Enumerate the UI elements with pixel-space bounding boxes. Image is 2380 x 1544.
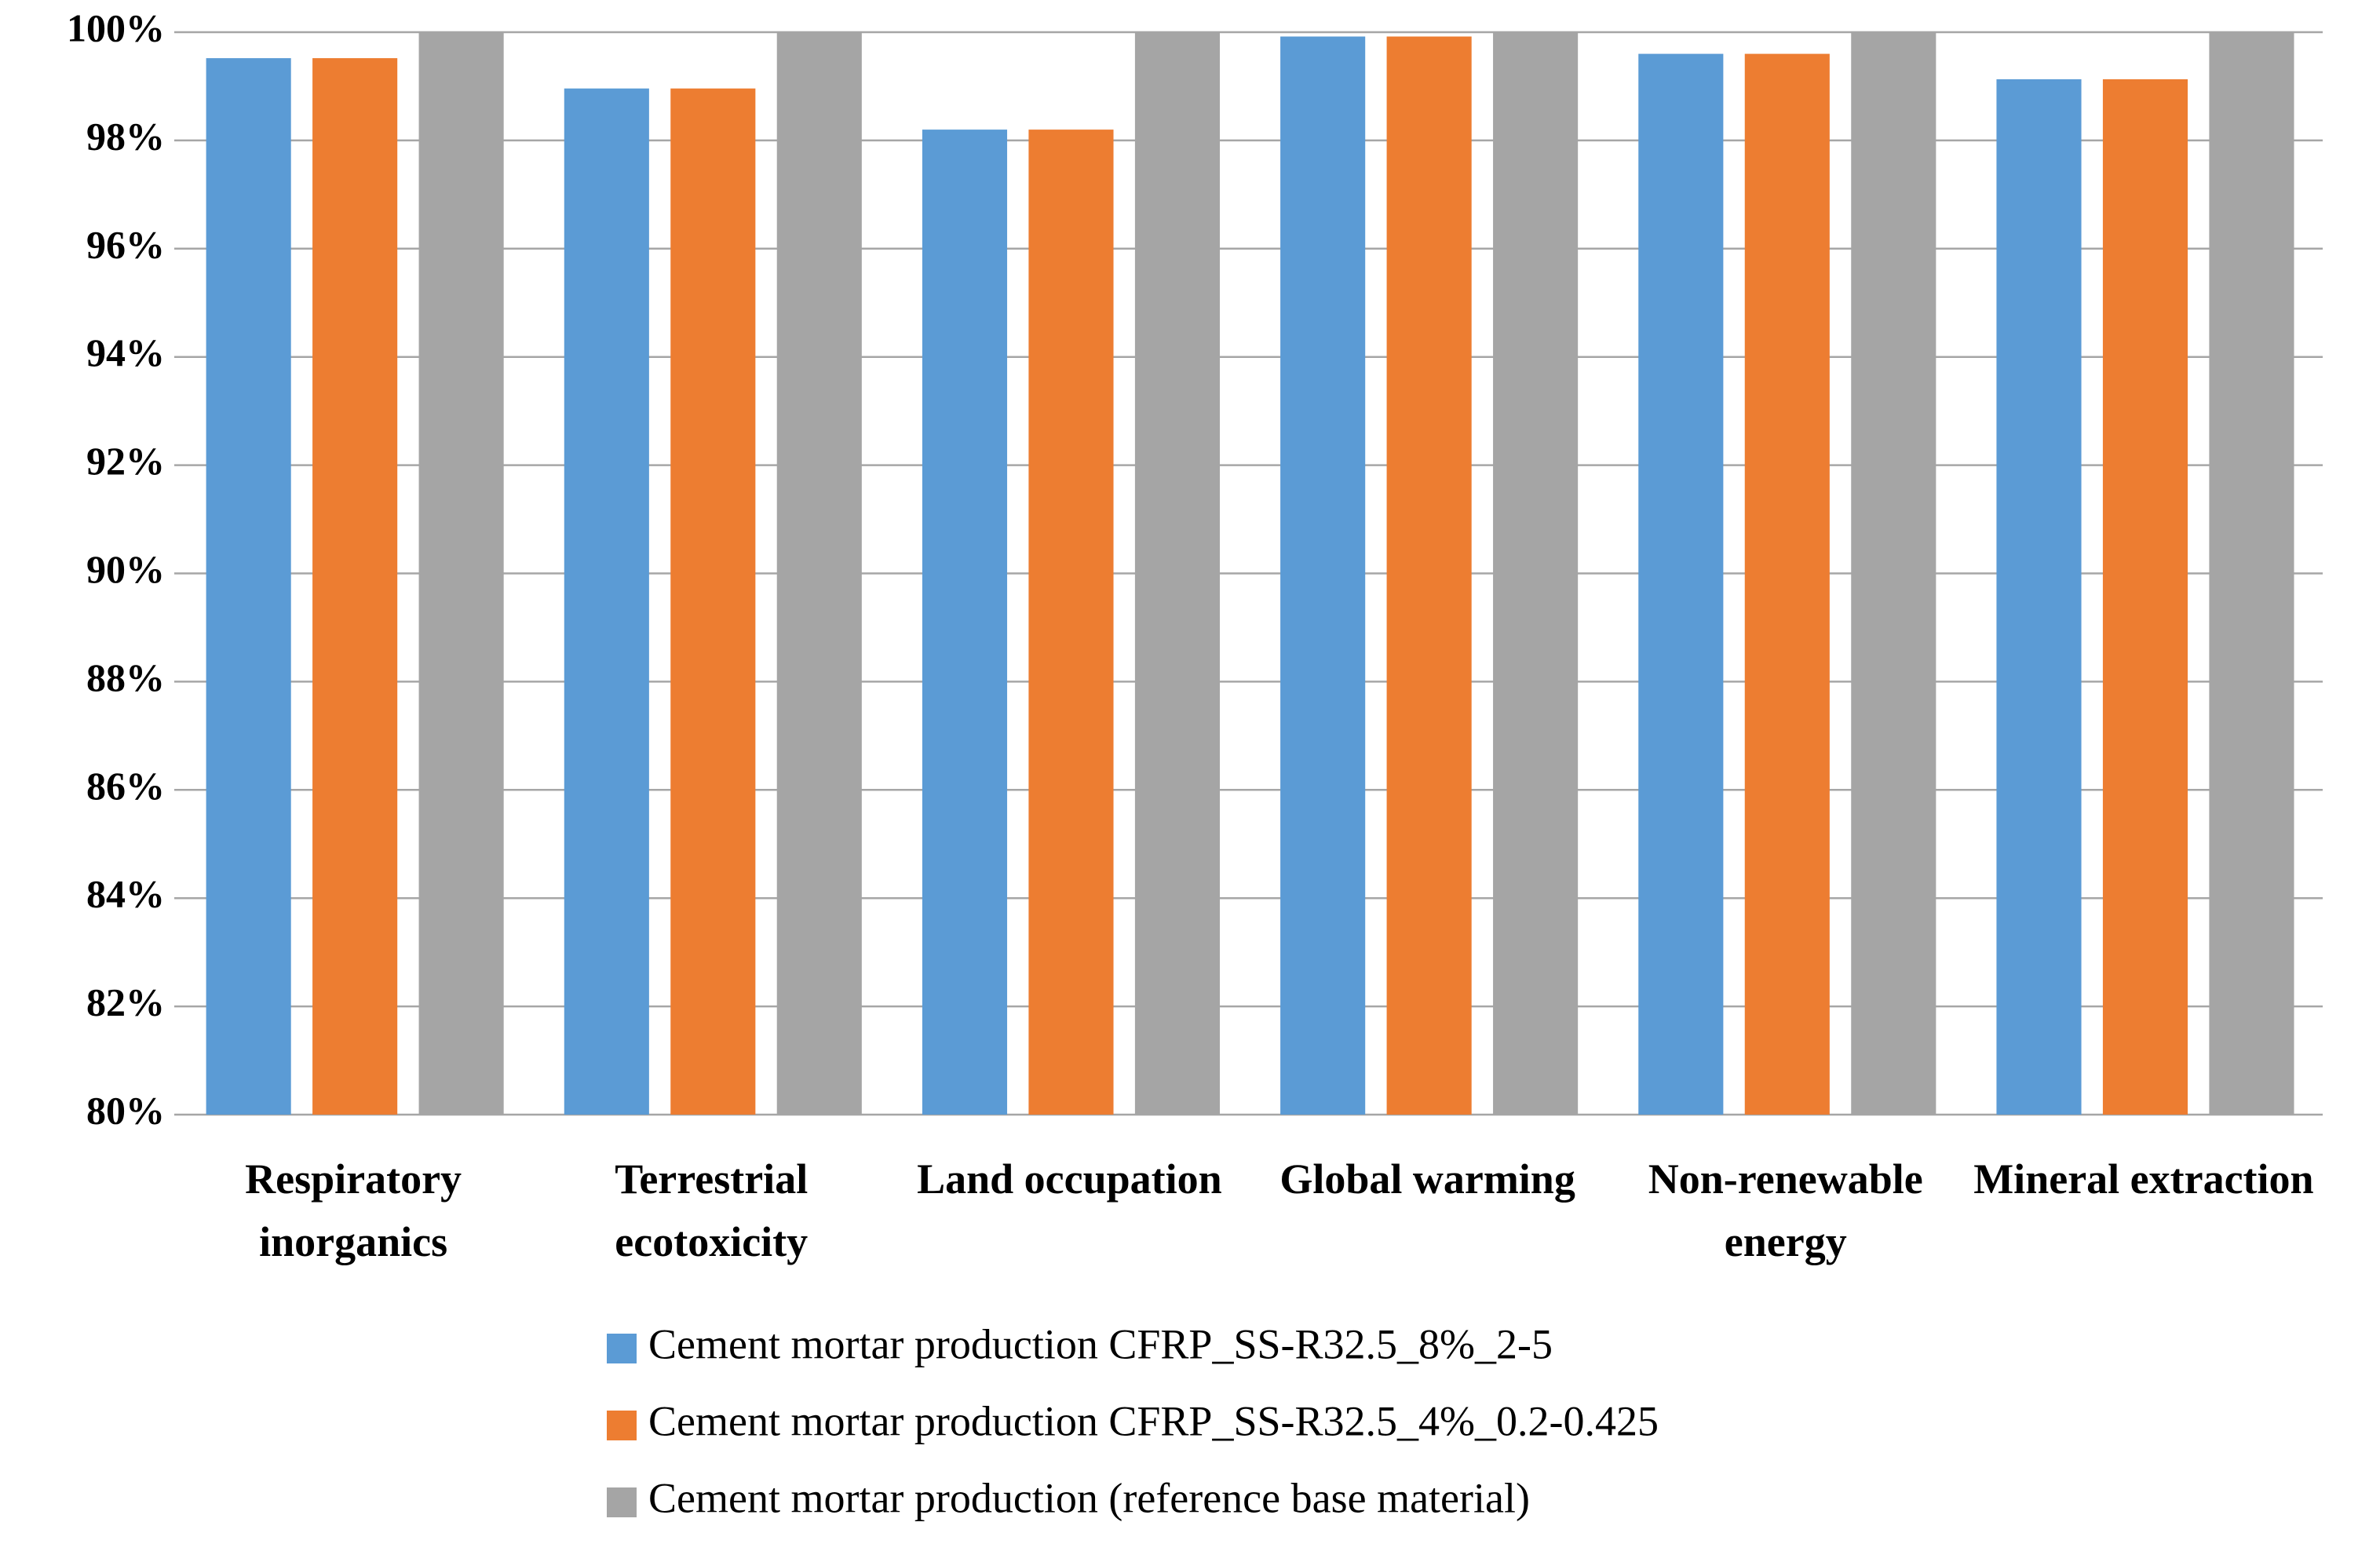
x-tick-label: Non-renewable energy <box>1648 1155 1923 1265</box>
bar <box>418 32 504 1115</box>
bar <box>206 58 291 1115</box>
y-tick-label: 94% <box>86 330 165 374</box>
y-tick-label: 92% <box>86 439 165 483</box>
bar <box>922 130 1008 1115</box>
bar <box>1028 130 1114 1115</box>
x-tick-label: Terrestrial ecotoxicity <box>615 1155 809 1265</box>
y-tick-label: 100% <box>67 5 165 49</box>
bar <box>1134 32 1221 1115</box>
bar <box>670 88 756 1115</box>
bar <box>1744 53 1830 1115</box>
bar <box>1996 78 2082 1115</box>
legend-swatch <box>607 1411 637 1440</box>
y-tick-label: 80% <box>86 1088 165 1132</box>
x-tick-label: Land occupation <box>917 1155 1222 1203</box>
x-tick-label: Mineral extraction <box>1973 1155 2314 1203</box>
bar <box>776 32 862 1115</box>
legend-label: Cement mortar production (reference base… <box>648 1474 1530 1521</box>
bar <box>1493 32 1579 1115</box>
bar <box>312 58 398 1115</box>
bar <box>564 88 649 1115</box>
bar <box>1280 36 1366 1115</box>
x-tick-label: Global warming <box>1279 1155 1575 1203</box>
y-tick-label: 96% <box>86 222 165 266</box>
bar <box>2102 78 2188 1115</box>
y-tick-label: 86% <box>86 764 165 808</box>
bar <box>2209 32 2294 1115</box>
x-tick-label: Respiratory inorganics <box>245 1155 462 1265</box>
y-tick-label: 90% <box>86 547 165 591</box>
legend-label: Cement mortar production CFRP_SS-R32.5_4… <box>648 1397 1659 1444</box>
bar <box>1851 32 1936 1115</box>
y-tick-label: 82% <box>86 980 165 1024</box>
legend-swatch <box>607 1487 637 1517</box>
legend-swatch <box>607 1334 637 1363</box>
y-tick-label: 98% <box>86 114 165 158</box>
legend-label: Cement mortar production CFRP_SS-R32.5_8… <box>648 1320 1553 1367</box>
bar <box>1638 53 1724 1115</box>
y-tick-label: 88% <box>86 655 165 699</box>
y-tick-label: 84% <box>86 872 165 916</box>
bar <box>1386 36 1472 1115</box>
